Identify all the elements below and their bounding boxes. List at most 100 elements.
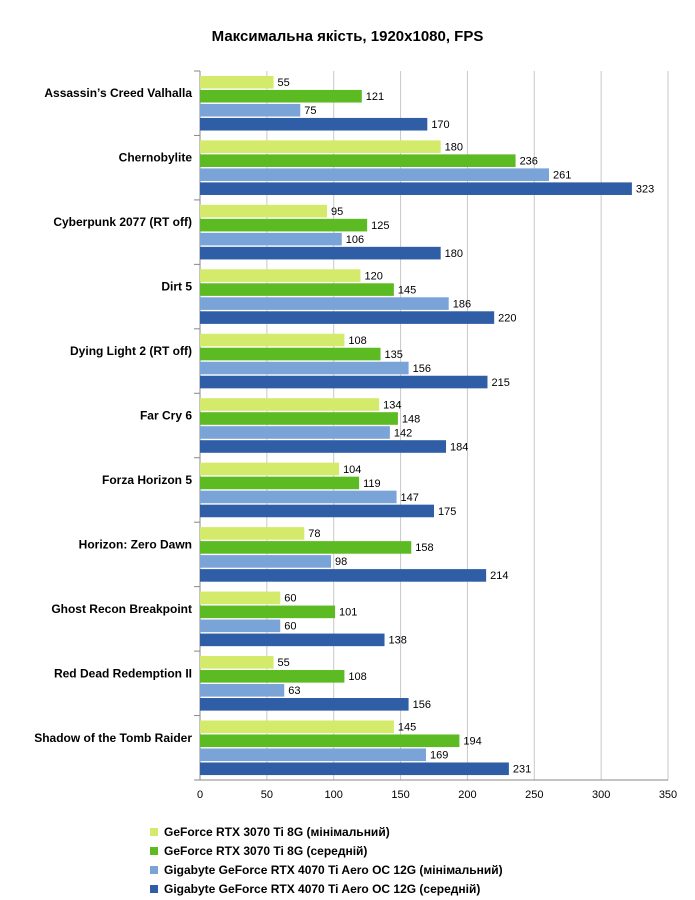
category-label: Shadow of the Tomb Raider <box>34 731 192 745</box>
data-label: 125 <box>371 220 389 232</box>
bar <box>200 375 488 389</box>
category-label: Far Cry 6 <box>140 409 192 423</box>
data-label: 106 <box>346 234 364 246</box>
data-label: 135 <box>385 349 403 361</box>
data-label: 55 <box>278 657 290 669</box>
bar <box>200 89 362 103</box>
data-label: 142 <box>394 427 412 439</box>
data-label: 134 <box>383 399 401 411</box>
x-tick-label: 200 <box>458 789 476 801</box>
category-label: Cyberpunk 2077 (RT off) <box>53 215 192 229</box>
data-label: 120 <box>364 270 382 282</box>
bar <box>200 204 328 218</box>
bar <box>200 311 495 324</box>
legend-swatch <box>150 884 158 893</box>
bar <box>200 504 434 518</box>
bar <box>200 605 336 619</box>
bar <box>200 462 340 476</box>
bar <box>200 347 381 361</box>
bar <box>200 541 412 554</box>
data-label: 175 <box>438 506 456 518</box>
bar <box>200 490 397 504</box>
bar <box>200 361 409 375</box>
bar <box>200 656 274 669</box>
data-label: 108 <box>348 671 366 683</box>
bar <box>200 398 380 411</box>
legend-item: Gigabyte GeForce RTX 4070 Ti Aero OC 12G… <box>150 879 503 898</box>
data-label: 215 <box>491 377 509 389</box>
bar <box>200 75 274 89</box>
data-label: 145 <box>398 722 416 734</box>
data-label: 63 <box>288 685 300 697</box>
bar <box>200 103 301 117</box>
x-tick-label: 100 <box>325 789 343 801</box>
legend-item: Gigabyte GeForce RTX 4070 Ti Aero OC 12G… <box>150 860 503 879</box>
x-tick-label: 250 <box>525 789 543 801</box>
bar <box>200 140 441 153</box>
bar <box>200 246 441 260</box>
bar <box>200 269 361 282</box>
bar <box>200 283 394 296</box>
bar <box>200 527 305 540</box>
bar <box>200 476 360 490</box>
x-tick-label: 0 <box>197 789 203 801</box>
data-label: 231 <box>513 764 531 776</box>
bar <box>200 297 449 310</box>
bar <box>200 619 281 633</box>
category-label: Red Dead Redemption II <box>54 666 192 680</box>
bar <box>200 591 281 605</box>
data-label: 180 <box>445 141 463 153</box>
legend-item: GeForce RTX 3070 Ti 8G (середній) <box>150 841 503 860</box>
legend-label: GeForce RTX 3070 Ti 8G (мінімальний) <box>164 824 390 839</box>
data-label: 323 <box>636 183 654 195</box>
data-label: 98 <box>335 556 347 568</box>
bar <box>200 426 390 439</box>
data-label: 147 <box>401 492 419 504</box>
bar <box>200 168 549 181</box>
bar <box>200 748 426 762</box>
data-label: 156 <box>413 363 431 375</box>
legend-label: Gigabyte GeForce RTX 4070 Ti Aero OC 12G… <box>164 862 503 877</box>
data-label: 169 <box>430 750 448 762</box>
bar <box>200 569 487 582</box>
category-label: Ghost Recon Breakpoint <box>51 602 192 616</box>
legend-swatch <box>150 865 158 874</box>
bar <box>200 333 345 347</box>
bar <box>200 734 460 748</box>
data-label: 60 <box>284 621 296 633</box>
data-label: 145 <box>398 284 416 296</box>
bar <box>200 762 509 776</box>
bar <box>200 154 516 167</box>
category-label: Forza Horizon 5 <box>102 473 192 487</box>
x-tick-label: 50 <box>261 789 273 801</box>
data-label: 108 <box>348 335 366 347</box>
data-label: 194 <box>463 736 481 748</box>
data-label: 101 <box>339 607 357 619</box>
bar <box>200 117 428 131</box>
data-label: 95 <box>331 206 343 218</box>
bar <box>200 182 632 195</box>
data-label: 60 <box>284 593 296 605</box>
bar <box>200 232 342 246</box>
legend-swatch <box>150 846 158 855</box>
category-label: Dirt 5 <box>161 280 192 294</box>
legend-item: GeForce RTX 3070 Ti 8G (мінімальний) <box>150 822 503 841</box>
category-label: Horizon: Zero Dawn <box>79 537 192 551</box>
bar <box>200 412 398 425</box>
legend: GeForce RTX 3070 Ti 8G (мінімальний) GeFo… <box>150 822 503 898</box>
bar <box>200 670 345 683</box>
labels: 0 50 100 150 200 250 300 350 Assassin’s Creed Va… <box>34 77 677 801</box>
data-label: 104 <box>343 464 361 476</box>
x-tick-label: 150 <box>391 789 409 801</box>
bar <box>200 440 447 453</box>
data-label: 170 <box>431 119 449 131</box>
data-label: 220 <box>498 312 516 324</box>
bar <box>200 684 285 697</box>
x-tick-label: 300 <box>592 789 610 801</box>
bars <box>200 75 632 776</box>
data-label: 184 <box>450 441 468 453</box>
data-label: 180 <box>445 248 463 260</box>
legend-label: GeForce RTX 3070 Ti 8G (середній) <box>164 843 368 858</box>
data-label: 214 <box>490 570 508 582</box>
